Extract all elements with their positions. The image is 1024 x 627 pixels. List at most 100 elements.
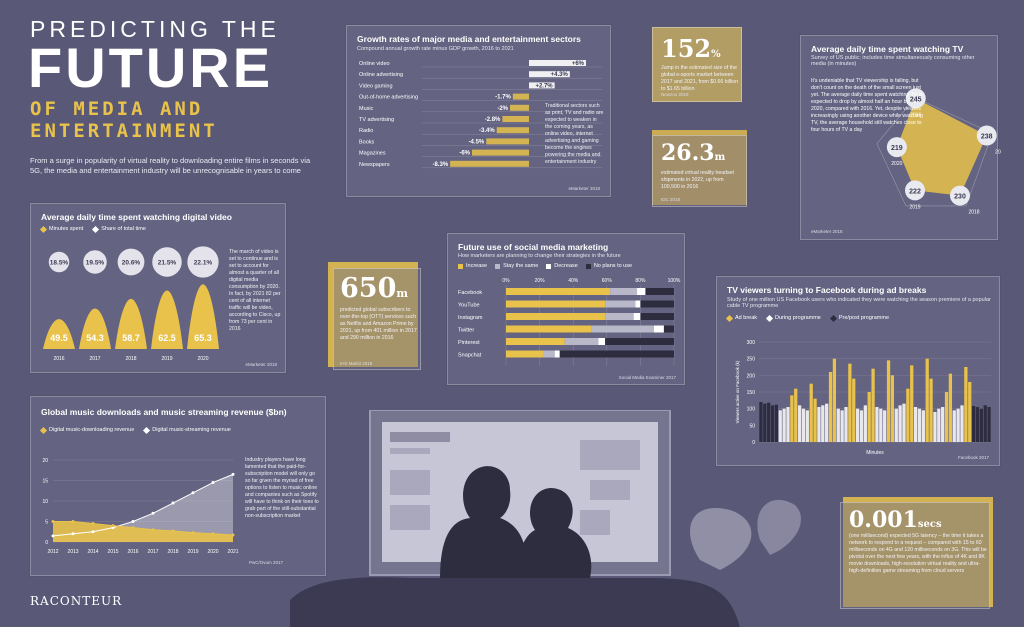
social-bar-segment xyxy=(506,313,606,320)
stat-650-panel: 650m predicted global subscribers to ove… xyxy=(333,268,421,370)
music-streaming-line xyxy=(52,473,234,537)
person-silhouette-right xyxy=(515,488,592,578)
video-minutes-bar xyxy=(43,319,75,349)
video-minutes-bar xyxy=(187,284,219,349)
sofa-silhouette xyxy=(290,577,740,627)
music-streaming-point xyxy=(131,520,135,523)
social-bar-segment xyxy=(633,313,641,320)
adbreaks-bar xyxy=(902,403,906,442)
video-share-label: 22.1% xyxy=(194,260,213,267)
legend-increase: Increase xyxy=(458,263,487,269)
adbreaks-bar xyxy=(944,392,949,442)
title-line-1: PREDICTING THE xyxy=(30,16,280,42)
adbreaks-bar xyxy=(917,408,922,442)
tvtime-value-label: 238 xyxy=(981,134,993,141)
tvtime-year-label: 2017 xyxy=(995,150,1001,156)
social-source: Social Media Examiner 2017 xyxy=(618,375,676,380)
social-bar-segment xyxy=(506,338,565,345)
stat-650-source: IHS Markit 2019 xyxy=(340,361,373,366)
video-minutes-label: 58.7 xyxy=(122,333,140,343)
tvtime-year-label: 2018 xyxy=(968,210,979,216)
social-subtitle: How marketers are planning to change the… xyxy=(458,253,621,259)
tvtime-value-label: 222 xyxy=(909,188,921,195)
adbreaks-bar xyxy=(894,408,898,442)
adbreaks-tick-label: 250 xyxy=(747,357,756,363)
music-streaming-point xyxy=(111,526,115,530)
social-tick-label: 80% xyxy=(635,278,646,284)
social-bar-segment xyxy=(506,350,543,358)
adbreaks-bar xyxy=(767,402,771,442)
growth-value-label: -3.4% xyxy=(479,128,495,134)
growth-category-label: Radio xyxy=(359,128,373,134)
music-downloads-point xyxy=(231,533,235,537)
legend-prepost: Pre/post programme xyxy=(829,314,889,322)
stat-0001-value: 0.001secs xyxy=(849,507,942,533)
adbreaks-bar xyxy=(813,398,817,442)
social-bar-segment xyxy=(663,325,674,333)
music-year-label: 2012 xyxy=(47,549,58,555)
growth-value-label: +4.3% xyxy=(551,72,569,78)
growth-bar xyxy=(529,71,570,78)
music-downloads-line xyxy=(53,521,234,536)
leaf-icon xyxy=(690,508,752,570)
music-year-label: 2015 xyxy=(107,549,118,555)
adbreaks-bar xyxy=(983,405,987,442)
social-tick-label: 60% xyxy=(602,278,613,284)
adbreaks-bar xyxy=(921,410,925,442)
social-tick-label: 40% xyxy=(568,278,579,284)
growth-bar xyxy=(510,104,529,111)
music-year-label: 2020 xyxy=(207,549,218,555)
video-minutes-label: 65.3 xyxy=(194,333,212,343)
stat-26-panel: 26.3m estimated virtual reality headset … xyxy=(652,135,747,207)
video-minutes-label: 62.5 xyxy=(158,333,176,343)
social-bar-segment xyxy=(542,350,555,358)
adbreaks-source: Facebook 2017 xyxy=(957,455,989,460)
social-chart: 0% 20% 40% 60% 80% 100% Facebook YouTube Instagr… xyxy=(458,278,681,366)
stat-26-box xyxy=(652,130,747,205)
growth-bar xyxy=(502,116,529,122)
video-minutes-bar xyxy=(151,290,183,349)
tvtime-value-label: 230 xyxy=(954,194,966,201)
tvtime-year-label: 2019 xyxy=(909,204,920,210)
adbreaks-subtitle: Study of one million US Facebook users w… xyxy=(727,297,991,309)
adbreaks-bar xyxy=(871,368,875,442)
adbreaks-bar xyxy=(763,403,767,442)
social-bar-segment xyxy=(564,338,599,345)
adbreaks-bar xyxy=(956,408,960,442)
music-downloads-point xyxy=(71,520,75,523)
video-share-label: 21.5% xyxy=(158,260,177,267)
growth-category-label: Video gaming xyxy=(359,83,393,89)
social-tick-label: 100% xyxy=(668,278,681,284)
video-title: Average daily time spent watching digita… xyxy=(41,212,232,222)
video-legend: Minutes spent Share of total time xyxy=(39,225,146,233)
adbreaks-bar xyxy=(933,412,937,442)
legend-noplans: No plans to use xyxy=(585,263,632,269)
music-tick-label: 15 xyxy=(42,479,48,485)
growth-value-label: -2% xyxy=(497,106,508,112)
adbreaks-bar xyxy=(848,363,852,442)
adbreaks-bar xyxy=(960,405,964,442)
growth-title: Growth rates of major media and entertai… xyxy=(357,34,581,44)
growth-category-label: Books xyxy=(359,139,375,145)
music-year-label: 2021 xyxy=(227,549,238,555)
social-category-label: Pinterest xyxy=(458,340,480,346)
adbreaks-bar xyxy=(778,410,782,442)
video-panel: Average daily time spent watching digita… xyxy=(30,203,286,373)
legend-minutes: Minutes spent xyxy=(39,225,83,233)
music-year-label: 2017 xyxy=(147,549,158,555)
music-title: Global music downloads and music streami… xyxy=(41,407,287,417)
adbreaks-bar xyxy=(987,407,991,442)
adbreaks-bar xyxy=(801,408,806,442)
growth-bar xyxy=(496,127,529,134)
music-downloads-point xyxy=(211,532,215,536)
social-bar-segment xyxy=(605,300,636,308)
adbreaks-panel: TV viewers turning to Facebook during ad… xyxy=(716,276,1000,466)
social-bar-segment xyxy=(605,338,674,345)
video-year-label: 2017 xyxy=(89,356,100,362)
stat-0001-text: (one millisecond) expected 5G latency – … xyxy=(849,533,987,575)
social-bar-segment xyxy=(506,288,611,295)
video-minutes-label: 54.3 xyxy=(86,333,104,343)
video-year-label: 2020 xyxy=(197,356,208,362)
music-streaming-point xyxy=(191,491,195,495)
stat-650-value: 650m xyxy=(340,273,409,304)
